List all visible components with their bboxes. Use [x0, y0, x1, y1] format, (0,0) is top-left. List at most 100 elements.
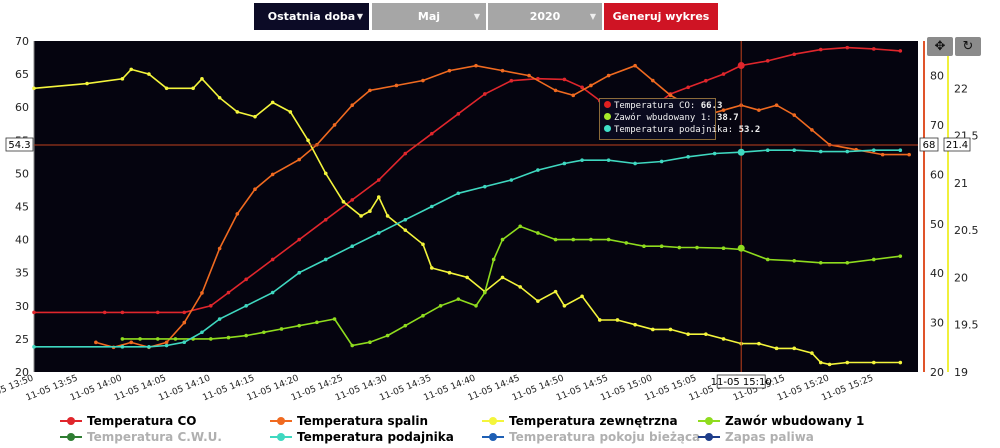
data-point [217, 317, 222, 321]
y-right1-tick-label: 40 [930, 267, 944, 280]
data-point [438, 304, 443, 308]
legend-item-temperatura-spalin[interactable]: Temperatura spalin [270, 414, 428, 428]
legend-item-temperatura-co[interactable]: Temperatura CO [60, 414, 196, 428]
data-point [606, 237, 611, 242]
pan-icon[interactable]: ✥ [927, 37, 953, 56]
data-point [474, 304, 478, 308]
data-point [403, 228, 408, 232]
data-point [686, 85, 690, 90]
temperature-chart[interactable]: 2025303540455055606570203040506070801919… [0, 35, 1000, 407]
period-select-value: Ostatnia doba [267, 10, 356, 23]
data-point [872, 257, 876, 262]
data-point [147, 72, 151, 76]
data-point [527, 73, 531, 78]
data-point [270, 172, 275, 177]
tooltip-value: 53.2 [738, 125, 761, 135]
y-right2-tick-label: 22 [954, 82, 968, 95]
data-point [500, 237, 505, 242]
data-point [765, 257, 770, 262]
data-point [155, 310, 160, 315]
data-point [642, 244, 646, 249]
data-point [651, 78, 655, 83]
data-point [500, 275, 505, 280]
legend-item-zawor-wbudowany-1[interactable]: Zawór wbudowany 1 [698, 414, 864, 428]
y-left-tick-label: 25 [15, 333, 29, 346]
data-point [659, 159, 664, 164]
data-point [394, 83, 399, 88]
data-point [253, 114, 257, 119]
legend-item-temperatura-zewnetrzna[interactable]: Temperatura zewnętrzna [482, 414, 678, 428]
y-right2-tick-label: 20 [954, 271, 968, 284]
data-point [155, 337, 160, 341]
crosshair-point-podajnik [737, 148, 745, 156]
data-point [173, 337, 178, 341]
legend-symbol [482, 416, 504, 426]
data-point [217, 246, 222, 251]
data-point [403, 217, 408, 222]
data-point [845, 45, 850, 50]
data-point [297, 157, 302, 162]
data-point [872, 47, 876, 51]
y-left-tick-label: 30 [15, 300, 29, 313]
data-point [686, 155, 690, 159]
data-point [509, 78, 514, 83]
data-point [138, 337, 142, 341]
year-select[interactable]: 2020 ▼ [488, 3, 602, 30]
y-left-tick-label: 60 [15, 101, 29, 114]
data-point [209, 337, 213, 341]
crosshair-y-right1-label-box [919, 137, 939, 152]
data-point [633, 161, 637, 166]
y-right1-tick-label: 20 [930, 366, 944, 379]
legend-item-temperatura-podajnika[interactable]: Temperatura podajnika [270, 430, 454, 444]
data-point [792, 346, 797, 351]
tooltip-row: Temperatura CO: 66.3 [604, 101, 722, 113]
data-point [765, 148, 770, 153]
data-point [907, 152, 911, 157]
chevron-down-icon: ▼ [589, 12, 596, 21]
data-point [456, 112, 461, 116]
data-point [297, 323, 302, 328]
year-select-value: 2020 [529, 10, 561, 23]
data-point [792, 52, 797, 57]
crosshair-y-right2-label: 21.4 [946, 140, 968, 151]
data-point [341, 199, 346, 204]
data-point [845, 260, 850, 265]
data-point [765, 59, 770, 63]
tooltip-row: Zawór wbudowany 1: 38.7 [604, 113, 739, 125]
data-point [376, 195, 381, 199]
data-point [633, 322, 637, 327]
legend-item-temperatura-pokoju[interactable]: Temperatura pokoju bieżąca [482, 430, 700, 444]
data-point [376, 231, 381, 235]
tooltip-label: Temperatura CO: [614, 101, 696, 111]
data-point [845, 149, 850, 154]
legend-item-temperatura-cwu[interactable]: Temperatura C.W.U. [60, 430, 222, 444]
data-point [120, 345, 125, 349]
data-point [695, 245, 699, 250]
data-point [606, 73, 611, 78]
data-point [880, 152, 885, 157]
data-point [571, 93, 576, 98]
period-select[interactable]: Ostatnia doba ▼ [254, 3, 369, 30]
y-right1-tick-label: 70 [930, 119, 944, 132]
y-left-tick-label: 40 [15, 234, 29, 247]
data-point [129, 67, 134, 72]
data-point [253, 187, 257, 192]
reset-zoom-icon[interactable]: ↻ [955, 37, 981, 56]
data-point [403, 151, 408, 156]
data-point [668, 327, 673, 332]
data-point [818, 260, 823, 265]
legend-item-zapas-paliwa[interactable]: Zapas paliwa [698, 430, 814, 444]
data-point [200, 330, 204, 335]
data-point [164, 86, 169, 91]
y-right1-tick-label: 50 [930, 218, 944, 231]
data-point [403, 323, 408, 328]
data-point [580, 158, 584, 162]
data-point [792, 148, 797, 153]
data-point [686, 332, 690, 336]
data-point [818, 149, 823, 154]
generate-chart-button[interactable]: Generuj wykres [604, 3, 718, 30]
series-dot-icon [604, 125, 611, 132]
month-select[interactable]: Maj ▼ [372, 3, 486, 30]
data-point [536, 231, 540, 235]
series-line [34, 46, 901, 314]
